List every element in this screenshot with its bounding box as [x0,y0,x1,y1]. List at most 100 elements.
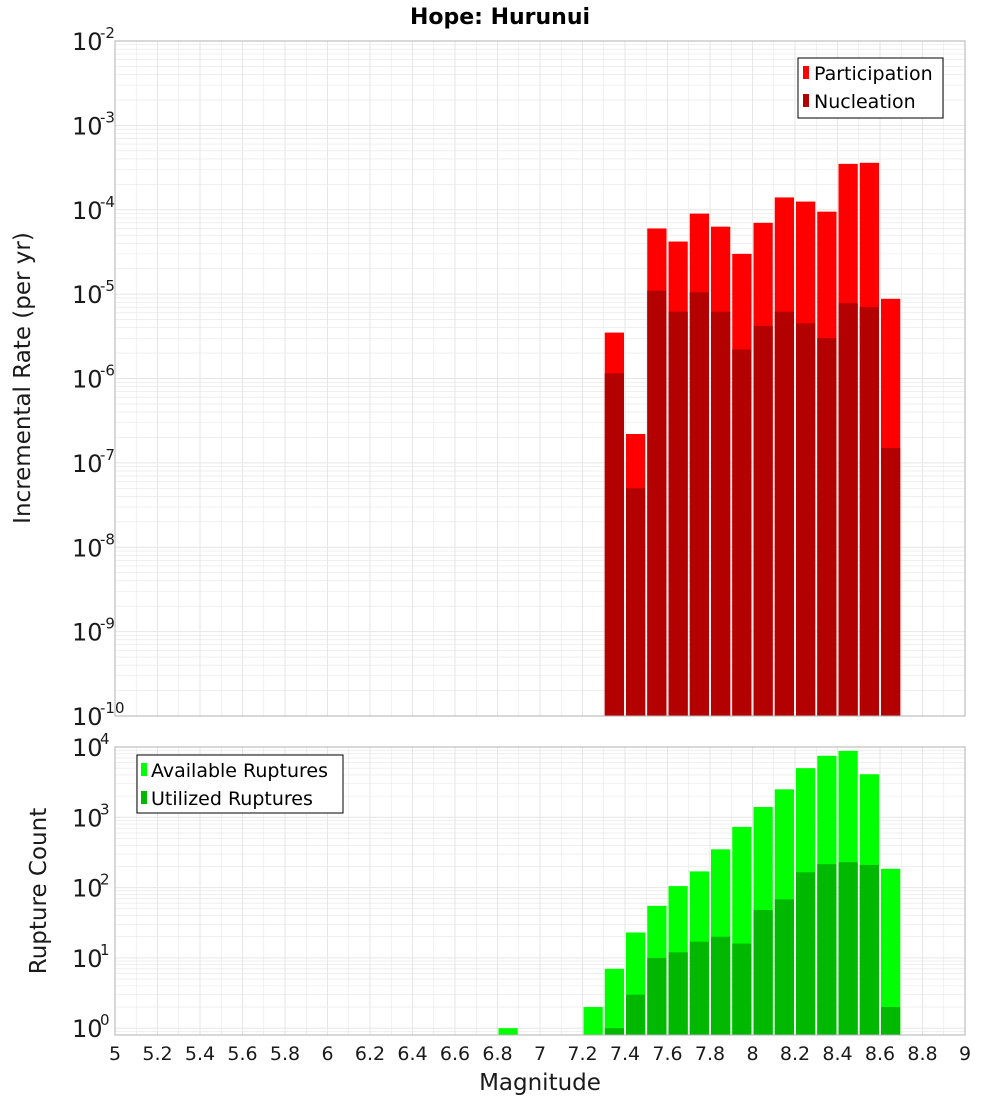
top-bar-nucleation [796,323,816,716]
top-legend: Participation Nucleation [797,57,944,119]
x-tick-label: 5.4 [185,1043,215,1065]
bottom-y-tick-label: 10 [72,1015,103,1043]
top-bar-nucleation [604,373,624,716]
bottom-bar-utilized [881,1007,901,1035]
top-y-tick-exponent: -10 [100,699,125,717]
top-y-tick-exponent: -6 [100,362,115,380]
bottom-bar-utilized [668,952,688,1035]
x-tick-label: 9 [959,1043,971,1065]
top-y-tick-exponent: -5 [100,277,115,295]
x-tick-label: 8 [746,1043,758,1065]
bottom-bar-utilized [689,941,709,1035]
legend-label-nucleation: Nucleation [814,91,916,113]
top-bar-nucleation [838,303,858,716]
bottom-bar-utilized [647,957,667,1035]
bottom-bar-utilized [753,910,773,1035]
x-tick-label: 6.4 [397,1043,427,1065]
top-bar-nucleation [732,349,752,716]
bottom-bar-available [498,1028,518,1035]
bottom-y-tick-exponent: 1 [100,941,110,959]
legend-swatch-participation [803,66,809,79]
top-y-axis-label: Incremental Rate (per yr) [10,232,36,524]
bottom-bar-utilized [711,936,731,1035]
top-bar-nucleation [689,292,709,716]
bottom-x-ticks: 5 5.2 5.4 5.6 5.8 6 6.2 6.4 6.6 6.8 7 7.2 7.4 7.6 7.8 8… [109,1043,971,1065]
bottom-y-tick-label: 10 [72,875,103,903]
legend-swatch-available [141,763,147,776]
bottom-bar-utilized [796,872,816,1035]
legend-swatch-utilized [141,791,147,804]
bottom-bar-available [583,1007,603,1035]
top-bar-nucleation [859,307,879,716]
top-bar-nucleation [711,311,731,716]
bottom-bar-utilized [626,994,646,1035]
top-bar-nucleation [774,311,794,716]
bottom-y-tick-exponent: 2 [100,871,110,889]
x-tick-label: 7.6 [652,1043,682,1065]
bottom-bars [498,750,901,1035]
bottom-bar-utilized [859,864,879,1035]
top-y-tick-label: 10 [72,534,103,562]
top-y-tick-label: 10 [72,112,103,140]
bottom-bar-available [881,868,901,1035]
top-bar-nucleation [626,488,646,716]
top-bar-nucleation [647,290,667,716]
top-y-tick-label: 10 [72,703,103,731]
top-y-tick-label: 10 [72,281,103,309]
top-y-tick-exponent: -2 [100,24,115,42]
x-tick-label: 7.8 [695,1043,725,1065]
top-y-tick-exponent: -7 [100,446,115,464]
x-tick-label: 6.2 [355,1043,385,1065]
top-bar-nucleation [753,325,773,716]
top-bar-nucleation [881,448,901,716]
bottom-bar-utilized [732,943,752,1035]
top-y-tick-exponent: -3 [100,108,115,126]
x-tick-label: 5.8 [270,1043,300,1065]
x-tick-label: 6.6 [440,1043,470,1065]
bottom-bar-utilized [774,899,794,1035]
top-y-tick-label: 10 [72,28,103,56]
legend-label-utilized: Utilized Ruptures [151,788,313,810]
bottom-bar-utilized [838,862,858,1035]
x-tick-label: 8.2 [780,1043,810,1065]
x-tick-label: 6 [321,1043,333,1065]
top-bar-nucleation [817,338,837,716]
top-y-tick-label: 10 [72,619,103,647]
x-tick-label: 5.6 [227,1043,257,1065]
bottom-plot-frame [114,746,966,1036]
x-tick-label: 7.2 [567,1043,597,1065]
x-axis-label: Magnitude [479,1070,601,1096]
bottom-y-axis-label: Rupture Count [26,808,52,974]
top-legend-box [797,57,944,119]
x-tick-label: 8.4 [822,1043,852,1065]
chart-title: Hope: Hurunui [410,5,590,30]
top-y-tick-label: 10 [72,366,103,394]
top-grid [114,40,966,717]
top-bars [604,162,901,717]
legend-swatch-nucleation [803,94,809,107]
bottom-bar-utilized [817,864,837,1035]
top-bar-nucleation [668,311,688,716]
x-tick-label: 5.2 [142,1043,172,1065]
top-plot-frame [114,40,966,717]
legend-label-available: Available Ruptures [151,760,328,782]
top-y-tick-exponent: -4 [100,193,115,211]
bottom-y-tick-exponent: 0 [100,1011,110,1029]
bottom-y-tick-label: 10 [72,804,103,832]
bottom-bar-utilized [604,1028,624,1035]
x-tick-label: 7 [534,1043,546,1065]
top-y-tick-label: 10 [72,197,103,225]
x-tick-label: 5 [109,1043,121,1065]
x-tick-label: 8.8 [907,1043,937,1065]
legend-label-participation: Participation [814,63,933,85]
x-tick-label: 7.4 [610,1043,640,1065]
x-tick-label: 6.8 [482,1043,512,1065]
bottom-y-tick-exponent: 4 [100,730,110,748]
bottom-legend-box [136,754,344,814]
top-y-tick-exponent: -9 [100,615,115,633]
top-y-tick-label: 10 [72,450,103,478]
